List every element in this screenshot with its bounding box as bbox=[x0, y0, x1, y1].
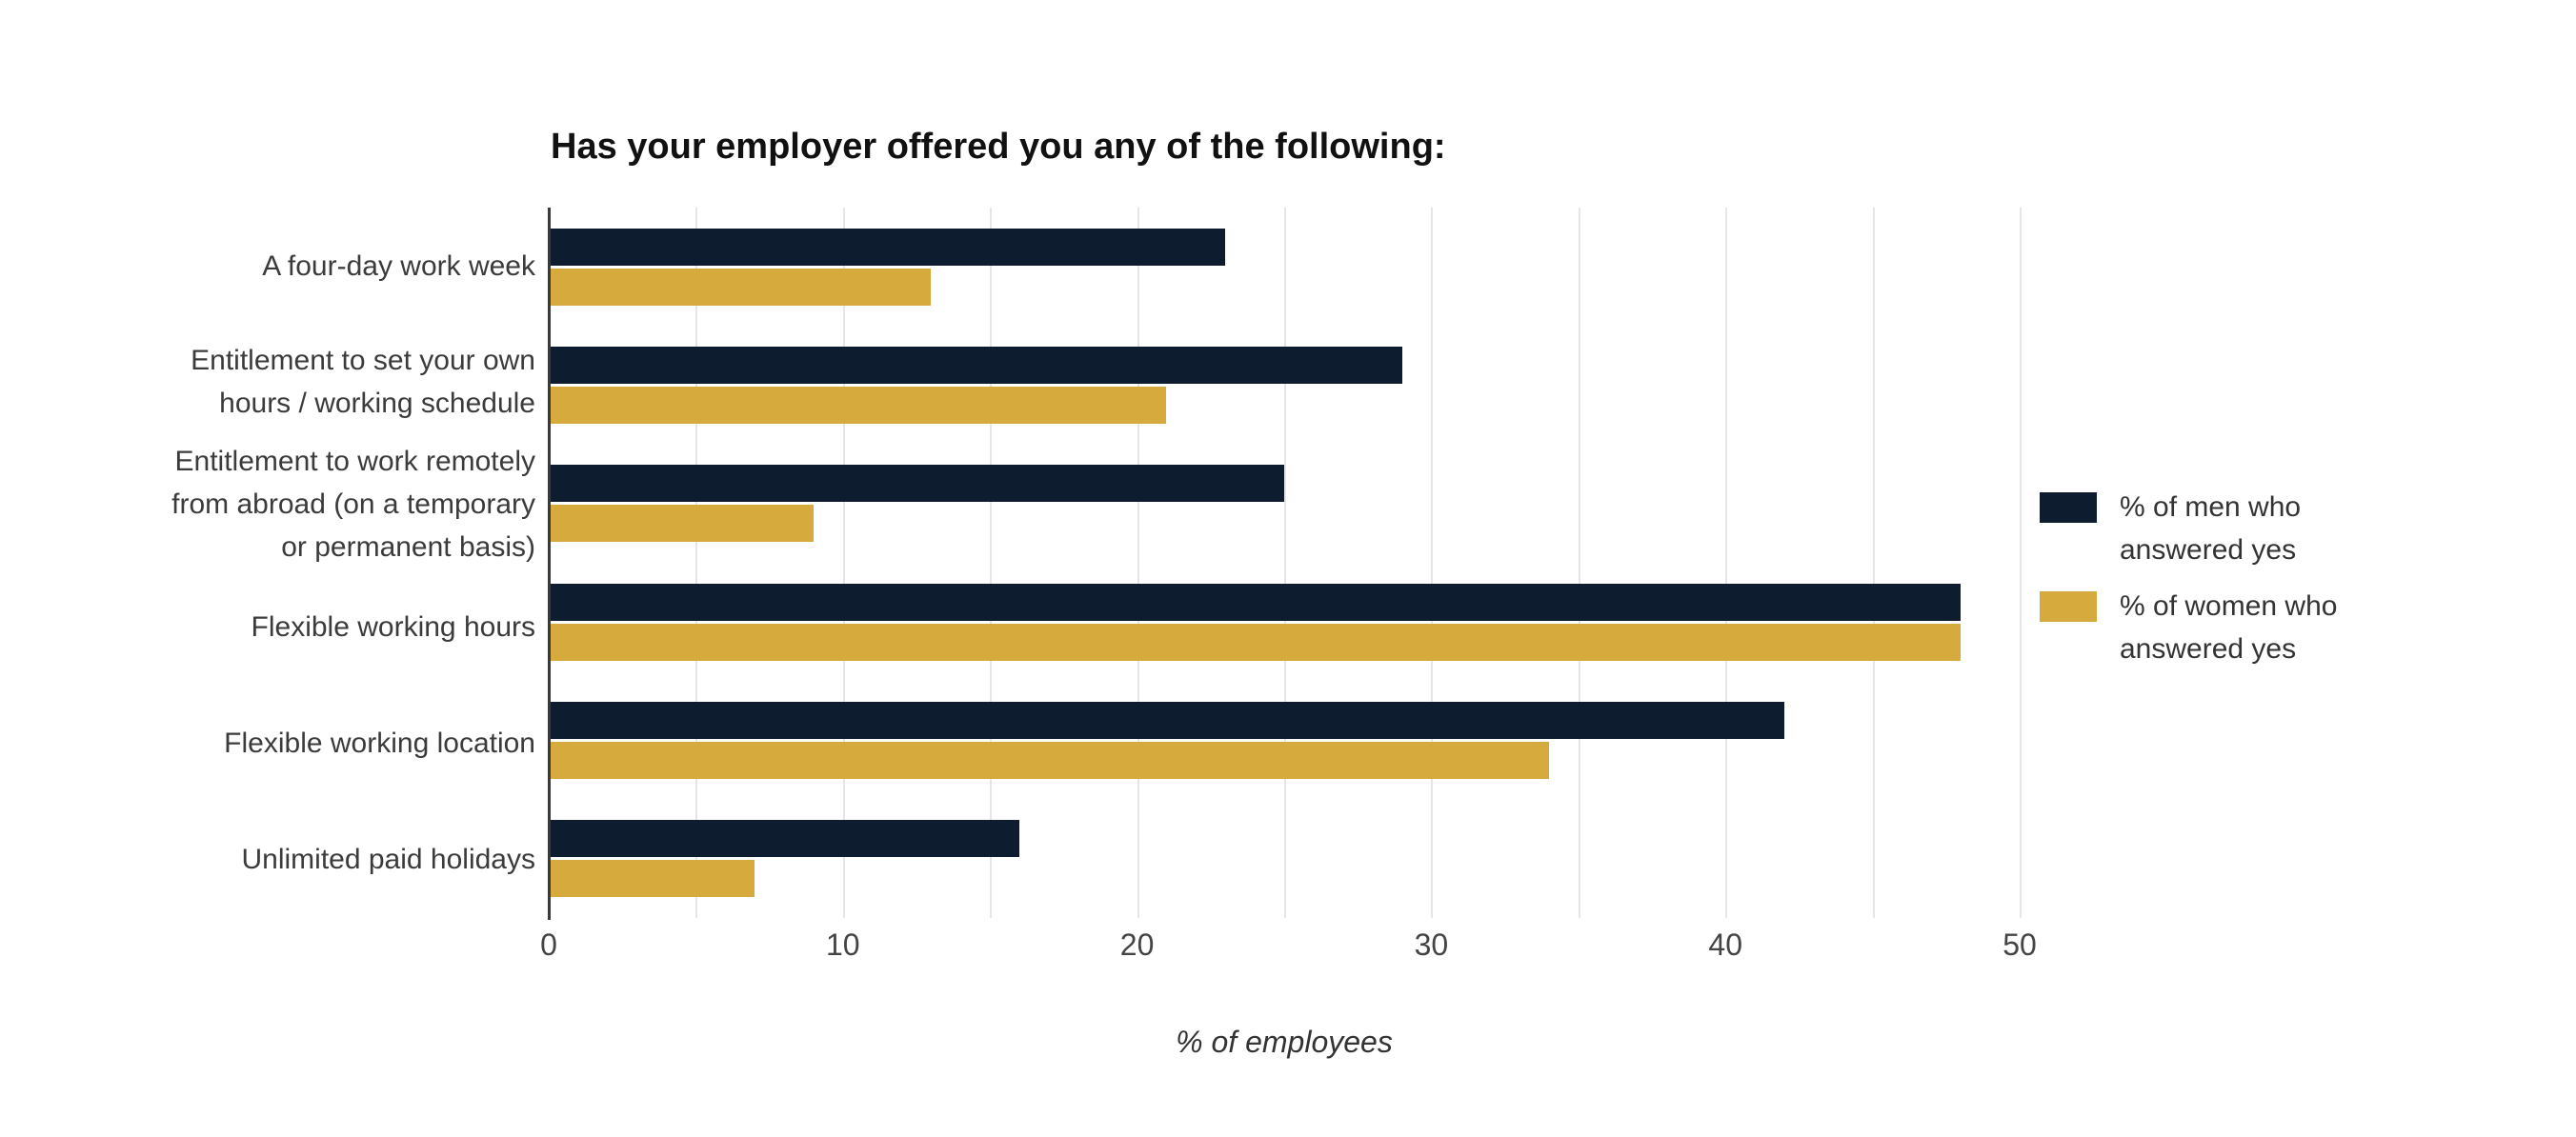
category-label: Flexible working location bbox=[224, 728, 535, 760]
chart-title: Has your employer offered you any of the… bbox=[551, 127, 1446, 167]
bar-men bbox=[549, 701, 1784, 739]
bar-group bbox=[549, 800, 2035, 918]
category-label: Flexible working hours bbox=[251, 611, 535, 643]
bar-women bbox=[549, 860, 755, 898]
bar-group bbox=[549, 681, 2035, 799]
plot-area bbox=[549, 208, 2035, 918]
gridline bbox=[1872, 208, 1875, 918]
bar-men bbox=[549, 228, 1226, 266]
bar-group bbox=[549, 563, 2035, 681]
bar-men bbox=[549, 583, 1962, 621]
x-tick-label: 50 bbox=[2002, 928, 2037, 962]
x-tick-label: 10 bbox=[826, 928, 860, 962]
x-axis-title: % of employees bbox=[1176, 1025, 1393, 1059]
category-label: Entitlement to work remotely from abroad… bbox=[171, 446, 535, 564]
y-axis-line bbox=[548, 208, 551, 920]
bar-rows bbox=[549, 208, 2035, 918]
bar-women bbox=[549, 623, 1962, 661]
x-tick-label: 30 bbox=[1414, 928, 1449, 962]
x-tick-label: 20 bbox=[1119, 928, 1155, 962]
gridline bbox=[2020, 208, 2022, 918]
x-tick-label: 0 bbox=[540, 928, 557, 962]
legend-label: % of men who answered yes bbox=[2120, 491, 2302, 566]
bar-group bbox=[549, 208, 2035, 326]
bar-group bbox=[549, 326, 2035, 444]
legend-item-women: % of women who answered yes bbox=[2040, 585, 2337, 670]
bar-women bbox=[549, 505, 814, 543]
gridline bbox=[1284, 208, 1286, 918]
gridline bbox=[1578, 208, 1580, 918]
category-label: Entitlement to set your own hours / work… bbox=[191, 345, 535, 420]
bar-women bbox=[549, 268, 932, 306]
gridline bbox=[990, 208, 993, 918]
gridline bbox=[842, 208, 845, 918]
bar-men bbox=[549, 465, 1284, 503]
gridline bbox=[1137, 208, 1139, 918]
bar-women bbox=[549, 386, 1167, 424]
legend-swatch bbox=[2040, 492, 2097, 523]
category-label: Unlimited paid holidays bbox=[241, 844, 536, 876]
gridline bbox=[1431, 208, 1434, 918]
x-tick-label: 40 bbox=[1708, 928, 1742, 962]
x-axis-ticks: 0 10 20 30 40 50 bbox=[0, 928, 2576, 966]
legend: % of men who answered yes % of women who … bbox=[2040, 486, 2337, 684]
bar-group bbox=[549, 445, 2035, 563]
gridline bbox=[695, 208, 698, 918]
category-label: A four-day work week bbox=[262, 249, 535, 282]
legend-item-men: % of men who answered yes bbox=[2040, 486, 2337, 571]
legend-label: % of women who answered yes bbox=[2120, 590, 2338, 665]
y-axis-category-labels: A four-day work week Entitlement to set y… bbox=[57, 208, 535, 918]
bar-women bbox=[549, 741, 1549, 779]
bar-men bbox=[549, 820, 1020, 858]
gridline bbox=[1725, 208, 1728, 918]
bar-men bbox=[549, 346, 1402, 384]
legend-swatch bbox=[2040, 591, 2097, 622]
